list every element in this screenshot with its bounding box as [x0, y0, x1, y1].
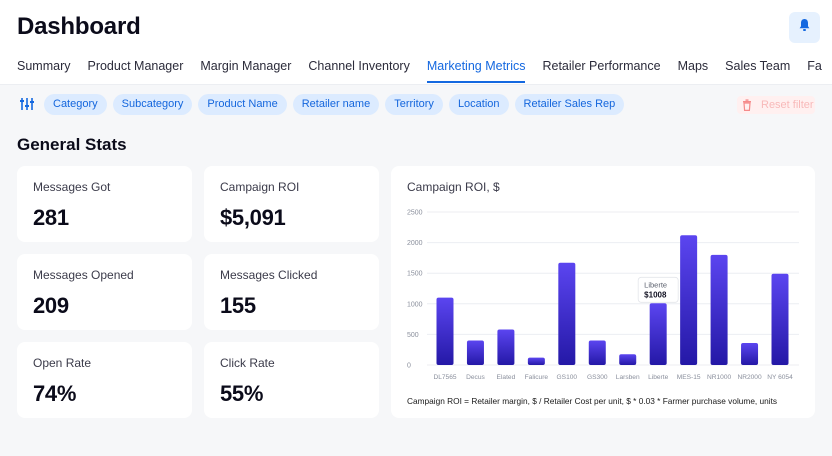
x-tick-label: NY 6054 — [767, 374, 793, 381]
y-tick-label: 2000 — [407, 240, 423, 247]
tab-maps[interactable]: Maps — [677, 59, 709, 73]
y-tick-label: 1000 — [407, 301, 423, 308]
bar — [588, 340, 606, 365]
y-tick-label: 500 — [407, 332, 419, 339]
filter-chip-category[interactable]: Category — [44, 94, 107, 115]
y-tick-label: 1500 — [407, 271, 423, 278]
x-tick-label: NR2000 — [737, 374, 762, 381]
tab-summary[interactable]: Summary — [17, 59, 71, 73]
stat-label: Click Rate — [220, 356, 275, 370]
stat-value: 155 — [220, 293, 256, 318]
page-title: Dashboard — [17, 13, 141, 40]
bar — [527, 357, 545, 365]
tooltip-box — [637, 276, 679, 303]
x-tick-label: Decus — [466, 374, 485, 381]
stat-label: Campaign ROI — [220, 180, 300, 194]
stat-label: Open Rate — [33, 356, 92, 370]
bar — [619, 354, 637, 365]
notifications-button[interactable] — [789, 12, 820, 43]
tab-channel-inventory[interactable]: Channel Inventory — [308, 59, 410, 73]
tab-marketing-metrics[interactable]: Marketing Metrics — [426, 59, 526, 83]
stat-card-messages-got: Messages Got 281 — [17, 166, 192, 242]
bar — [497, 329, 515, 365]
stat-label: Messages Opened — [33, 268, 134, 282]
stat-value: 281 — [33, 205, 69, 230]
reset-filter-button[interactable]: Reset filter — [737, 96, 815, 114]
chart-footnote: Campaign ROI = Retailer margin, $ / Reta… — [407, 396, 778, 406]
tab-retailer-performance[interactable]: Retailer Performance — [542, 59, 661, 73]
stat-card-campaign-roi: Campaign ROI $5,091 — [204, 166, 379, 242]
bar — [710, 254, 728, 365]
tooltip-value: $1008 — [644, 290, 667, 299]
stat-label: Messages Got — [33, 180, 111, 194]
x-tick-label: DL7565 — [433, 374, 456, 381]
chart-title: Campaign ROI, $ — [407, 180, 500, 194]
tab-margin-manager[interactable]: Margin Manager — [200, 59, 292, 73]
x-tick-label: NR1000 — [707, 374, 732, 381]
tab-sales-team[interactable]: Sales Team — [725, 59, 791, 73]
filter-chip-location[interactable]: Location — [448, 94, 509, 115]
stat-card-messages-opened: Messages Opened 209 — [17, 254, 192, 330]
stat-value: $5,091 — [220, 205, 286, 230]
y-tick-label: 0 — [407, 363, 411, 370]
tab-product-manager[interactable]: Product Manager — [87, 59, 184, 73]
x-tick-label: Larsben — [616, 374, 640, 381]
x-tick-label: Liberte — [648, 374, 668, 381]
x-tick-label: Falicure — [525, 374, 549, 381]
bar — [558, 262, 576, 365]
bar — [741, 342, 759, 365]
tab-fa[interactable]: Fa — [807, 59, 822, 73]
section-title: General Stats — [17, 135, 127, 154]
filter-chip-product-name[interactable]: Product Name — [198, 94, 287, 115]
x-tick-label: GS100 — [557, 374, 578, 381]
campaign-roi-chart: 0 500 1000 1500 2000 2500 DL7565 Decus Elated Fal… — [407, 210, 799, 381]
bar — [680, 235, 698, 365]
bar — [771, 273, 789, 365]
stat-value: 74% — [33, 381, 77, 406]
filter-chip-territory[interactable]: Territory — [385, 94, 443, 115]
campaign-roi-chart-card: Campaign ROI, $ 0 500 1000 1500 2000 2500 DL75… — [391, 166, 815, 418]
stat-card-click-rate: Click Rate 55% — [204, 342, 379, 418]
x-tick-label: GS300 — [587, 374, 608, 381]
stat-card-open-rate: Open Rate 74% — [17, 342, 192, 418]
trash-icon — [743, 99, 751, 111]
x-tick-label: MES-15 — [677, 374, 701, 381]
filter-chips: Category Subcategory Product Name Retail… — [44, 94, 630, 115]
tooltip-category: Liberte — [644, 280, 667, 289]
filter-chip-retailer-name[interactable]: Retailer name — [292, 94, 380, 115]
stat-value: 209 — [33, 293, 69, 318]
bell-icon — [798, 18, 811, 37]
tabs-divider — [0, 84, 832, 85]
filter-chip-retailer-sales-rep[interactable]: Retailer Sales Rep — [514, 94, 625, 115]
stat-card-messages-clicked: Messages Clicked 155 — [204, 254, 379, 330]
stat-label: Messages Clicked — [220, 268, 318, 282]
reset-filter-label: Reset filter — [761, 99, 814, 111]
stat-value: 55% — [220, 381, 264, 406]
bar — [436, 297, 454, 365]
y-tick-label: 2500 — [407, 210, 423, 217]
main-tabs: Summary Product Manager Margin Manager C… — [17, 59, 832, 83]
bar — [466, 340, 484, 365]
bar — [649, 303, 667, 365]
sliders-icon[interactable] — [20, 97, 34, 111]
x-tick-label: Elated — [497, 374, 516, 381]
filter-chip-subcategory[interactable]: Subcategory — [112, 94, 193, 115]
